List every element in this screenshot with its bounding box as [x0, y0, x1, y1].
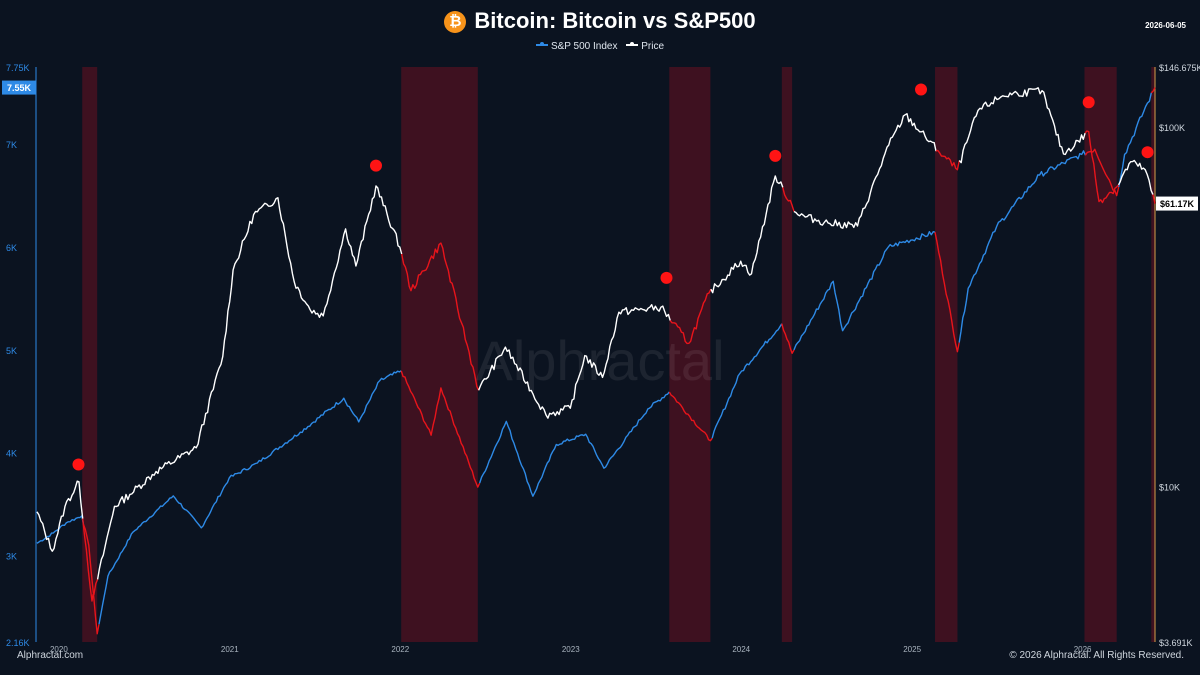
legend-swatch-price	[626, 42, 639, 46]
bitcoin-logo-icon: ₿	[444, 11, 467, 33]
peak-marker-4	[769, 149, 782, 162]
drawdown-band-1	[82, 67, 98, 642]
copyright-text: © 2026 Alphractal. All Rights Reserved.	[1009, 650, 1184, 661]
sp500-current-label: 7.55K	[7, 83, 32, 93]
x-tick-label-2025: 2025	[903, 645, 921, 654]
price-line-segment-13	[1117, 159, 1154, 195]
x-tick-label-2026: 2026	[1074, 645, 1092, 654]
x-tick-label-2021: 2021	[221, 645, 239, 654]
drawdown-band-4	[781, 67, 793, 642]
x-tick-label-2023: 2023	[562, 645, 580, 654]
peak-markers	[72, 83, 1154, 471]
left-tick-label-3: 4K	[6, 449, 17, 459]
legend-label-price: Price	[641, 41, 665, 52]
sp500-line-segment-10	[934, 232, 960, 353]
price-current-label: $61.17K	[1160, 199, 1195, 209]
sp500-line-segment-1	[36, 515, 85, 544]
price-line-segment-7	[710, 175, 784, 294]
left-tick-label-6: 7K	[6, 140, 17, 150]
sp500-line-segment-2	[82, 524, 100, 635]
drawdown-band-5	[935, 67, 958, 642]
chart-header: ₿ Bitcoin: Bitcoin vs S&P500 2026-06-05 S…	[0, 0, 1200, 64]
peak-marker-5	[915, 83, 928, 96]
price-line-segment-3	[96, 185, 403, 580]
left-tick-label-4: 5K	[6, 346, 17, 356]
price-current-badge	[1156, 196, 1198, 211]
sp500-line-segment-14	[1150, 87, 1156, 94]
price-line-segment-11	[958, 87, 1086, 164]
sp500-line-segment-7	[711, 323, 783, 439]
series-price	[36, 87, 1156, 602]
brand-link[interactable]: Alphractal.com	[17, 650, 84, 661]
peak-marker-7	[1141, 146, 1154, 159]
legend-swatch-sp500	[535, 42, 548, 46]
peak-marker-6	[1082, 96, 1095, 109]
sp500-line-segment-9	[793, 230, 936, 351]
sp500-line-segment-8	[781, 323, 795, 354]
drawdown-band-6	[1084, 67, 1117, 642]
drawdown-band-7	[1151, 67, 1155, 642]
left-tick-label-5: 6K	[6, 243, 17, 253]
drawdown-band-3	[669, 67, 711, 642]
sp500-line-segment-11	[958, 150, 1087, 343]
sp500-line-segment-4	[400, 370, 481, 488]
sp500-current-badge	[2, 80, 36, 95]
x-tick-label-2022: 2022	[391, 645, 409, 654]
price-line-segment-12	[1084, 130, 1120, 204]
x-tick-label-2020: 2020	[50, 645, 68, 654]
price-line-segment-8	[782, 187, 795, 212]
sp500-line-segment-3	[98, 370, 402, 625]
left-tick-label-7: 7.75K	[6, 63, 30, 73]
drawdown-bands	[82, 67, 1155, 642]
sp500-line-segment-13	[1118, 92, 1152, 188]
price-line-segment-6	[669, 288, 712, 345]
right-tick-label-3: $100K	[1159, 123, 1185, 133]
sp500-line-segment-6	[668, 391, 713, 442]
price-line-segment-10	[935, 149, 960, 171]
price-line-segment-9	[793, 112, 937, 229]
series-sp500	[36, 87, 1156, 635]
price-line-segment-2	[82, 518, 99, 602]
right-tick-label-4: $146.675K	[1159, 63, 1200, 73]
drawdown-band-2	[401, 67, 478, 642]
right-tick-label-2: $10K	[1159, 482, 1180, 492]
watermark-text: Alphractal	[475, 329, 724, 392]
legend-item-sp500[interactable]: S&P 500 Index	[535, 41, 618, 52]
chart-title-row: ₿ Bitcoin: Bitcoin vs S&P500	[0, 8, 1200, 34]
date-stamp: 2026-06-05	[1145, 21, 1186, 30]
price-line-segment-4	[401, 242, 480, 391]
price-line-segment-1	[36, 480, 84, 552]
chart-title: Bitcoin: Bitcoin vs S&P500	[474, 8, 756, 33]
right-tick-label-1: $3.691K	[1159, 638, 1193, 648]
legend-item-price[interactable]: Price	[626, 41, 664, 52]
left-tick-label-2: 3K	[6, 552, 17, 562]
peak-marker-1	[72, 458, 85, 471]
price-line-segment-14	[1152, 194, 1156, 204]
price-line-segment-5	[478, 304, 671, 419]
legend-label-sp500: S&P 500 Index	[550, 41, 618, 52]
sp500-line-segment-5	[479, 391, 670, 497]
left-tick-label-1: 2.16K	[6, 638, 30, 648]
x-tick-label-2024: 2024	[732, 645, 750, 654]
peak-marker-3	[660, 271, 673, 284]
legend: S&P 500 Index Price	[0, 41, 1200, 52]
peak-marker-2	[369, 159, 382, 172]
